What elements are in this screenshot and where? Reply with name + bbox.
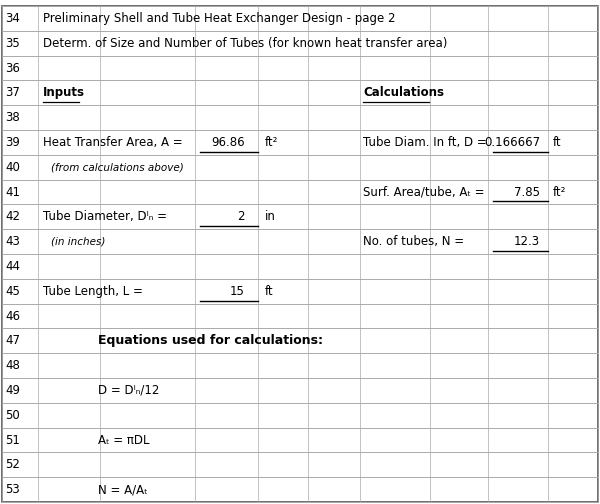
- Text: 35: 35: [5, 37, 20, 50]
- Text: 96.86: 96.86: [211, 136, 245, 149]
- Text: No. of tubes, N =: No. of tubes, N =: [363, 235, 464, 248]
- Text: Surf. Area/tube, Aₜ =: Surf. Area/tube, Aₜ =: [363, 185, 485, 199]
- Text: 46: 46: [5, 309, 20, 323]
- Text: Tube Diameter, Dᴵₙ =: Tube Diameter, Dᴵₙ =: [43, 210, 167, 223]
- Text: 2: 2: [238, 210, 245, 223]
- Text: N = A/Aₜ: N = A/Aₜ: [98, 483, 148, 496]
- Text: Tube Length, L =: Tube Length, L =: [43, 285, 143, 298]
- Text: 52: 52: [5, 458, 20, 471]
- Text: ft: ft: [265, 285, 274, 298]
- Text: in: in: [265, 210, 276, 223]
- Text: 41: 41: [5, 185, 20, 199]
- Text: Inputs: Inputs: [43, 86, 85, 99]
- Text: 37: 37: [5, 86, 20, 99]
- Text: ft²: ft²: [553, 185, 566, 199]
- Text: 43: 43: [5, 235, 20, 248]
- Text: 36: 36: [5, 61, 20, 75]
- Text: 50: 50: [5, 409, 20, 422]
- Text: 39: 39: [5, 136, 20, 149]
- Text: 12.3: 12.3: [514, 235, 540, 248]
- Text: 15: 15: [230, 285, 245, 298]
- Text: Tube Diam. In ft, D =: Tube Diam. In ft, D =: [363, 136, 487, 149]
- Text: Equations used for calculations:: Equations used for calculations:: [98, 334, 323, 347]
- Text: 51: 51: [5, 433, 20, 447]
- Text: 48: 48: [5, 359, 20, 372]
- Text: 47: 47: [5, 334, 20, 347]
- Text: (from calculations above): (from calculations above): [51, 162, 184, 172]
- Text: 38: 38: [5, 111, 20, 124]
- Text: (in inches): (in inches): [51, 236, 106, 246]
- Text: Heat Transfer Area, A =: Heat Transfer Area, A =: [43, 136, 182, 149]
- Text: Determ. of Size and Number of Tubes (for known heat transfer area): Determ. of Size and Number of Tubes (for…: [43, 37, 448, 50]
- Text: 40: 40: [5, 161, 20, 174]
- Text: Preliminary Shell and Tube Heat Exchanger Design - page 2: Preliminary Shell and Tube Heat Exchange…: [43, 12, 395, 25]
- Text: D = Dᴵₙ/12: D = Dᴵₙ/12: [98, 384, 160, 397]
- Text: 49: 49: [5, 384, 20, 397]
- Text: 34: 34: [5, 12, 20, 25]
- Text: ft: ft: [553, 136, 562, 149]
- Text: 45: 45: [5, 285, 20, 298]
- Text: 0.166667: 0.166667: [484, 136, 540, 149]
- Text: ft²: ft²: [265, 136, 278, 149]
- Text: 44: 44: [5, 260, 20, 273]
- Text: Calculations: Calculations: [363, 86, 444, 99]
- Text: 42: 42: [5, 210, 20, 223]
- Text: 53: 53: [5, 483, 20, 496]
- Text: 7.85: 7.85: [514, 185, 540, 199]
- Text: Aₜ = πDL: Aₜ = πDL: [98, 433, 149, 447]
